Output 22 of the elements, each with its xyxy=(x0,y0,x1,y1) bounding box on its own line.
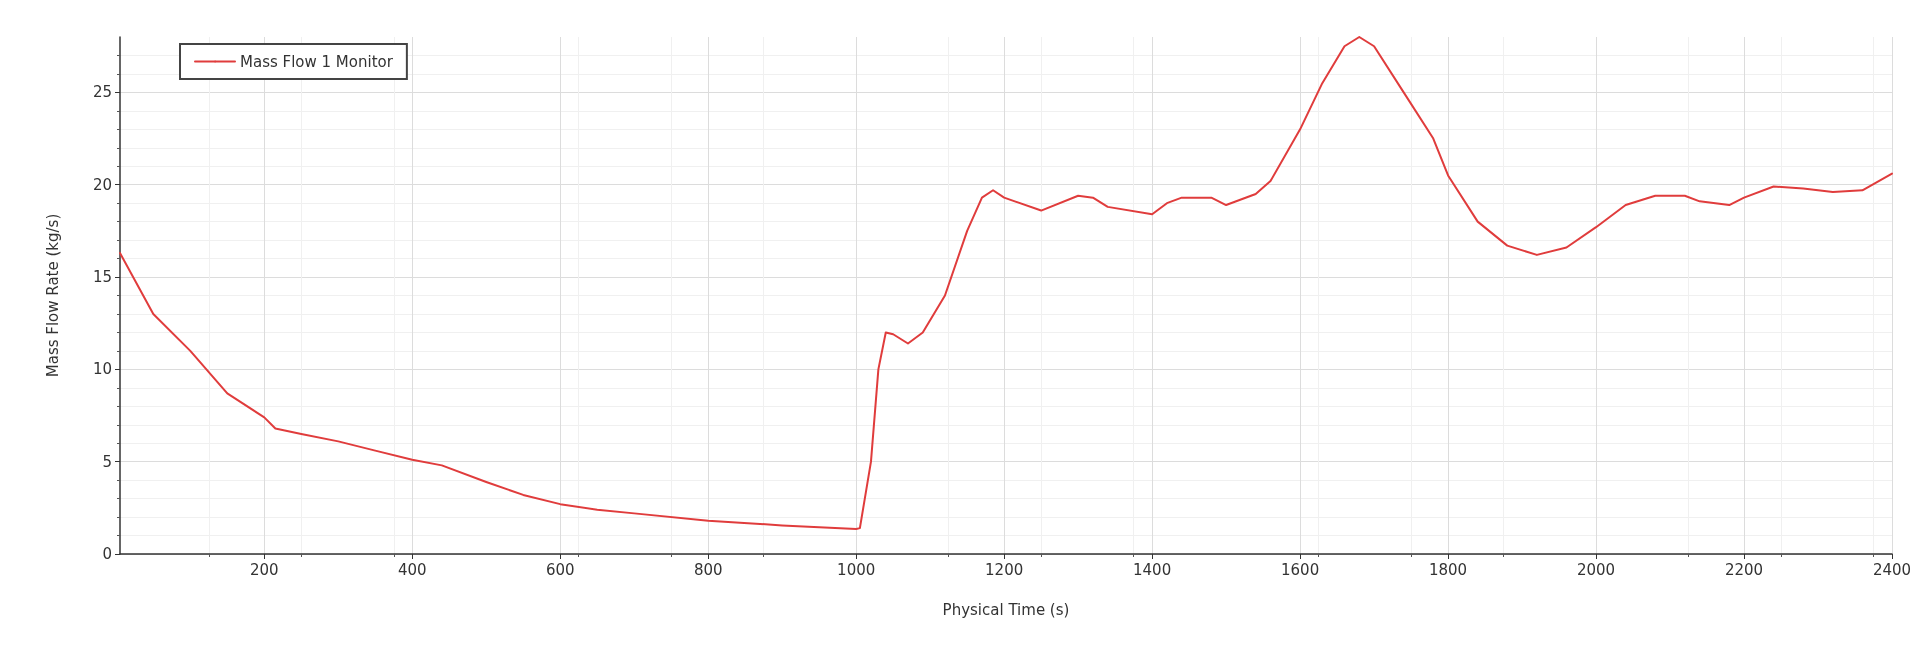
legend-label: Mass Flow 1 Monitor xyxy=(240,52,394,71)
line-series xyxy=(119,36,1893,531)
y-tick-label: 20 xyxy=(92,175,112,194)
x-tick-label: 2000 xyxy=(1576,560,1616,579)
y-tick-label: 25 xyxy=(92,83,112,102)
x-axis-title: Physical Time (s) xyxy=(942,600,1070,619)
x-tick-label: 1600 xyxy=(1281,560,1320,579)
y-axis-title: Mass Flow Rate (kg/s) xyxy=(43,213,62,378)
y-tick-label: 10 xyxy=(92,360,112,379)
x-tick-label: 1200 xyxy=(985,560,1024,579)
y-tick-label: 0 xyxy=(102,545,112,563)
x-tick-label: 200 xyxy=(249,560,279,579)
y-tick-label: 15 xyxy=(92,268,112,287)
x-tick-label: 600 xyxy=(545,560,575,579)
x-tick-label: 1800 xyxy=(1428,560,1468,579)
x-tick-label: 1400 xyxy=(1133,560,1172,579)
x-tick-label: 1000 xyxy=(837,560,876,579)
x-tick-label: 400 xyxy=(397,560,427,579)
y-tick-label: 5 xyxy=(102,452,112,471)
x-tick-label: 2200 xyxy=(1724,560,1764,579)
x-tick-label: 800 xyxy=(693,560,723,579)
x-tick-label: 2400 xyxy=(1872,560,1912,579)
